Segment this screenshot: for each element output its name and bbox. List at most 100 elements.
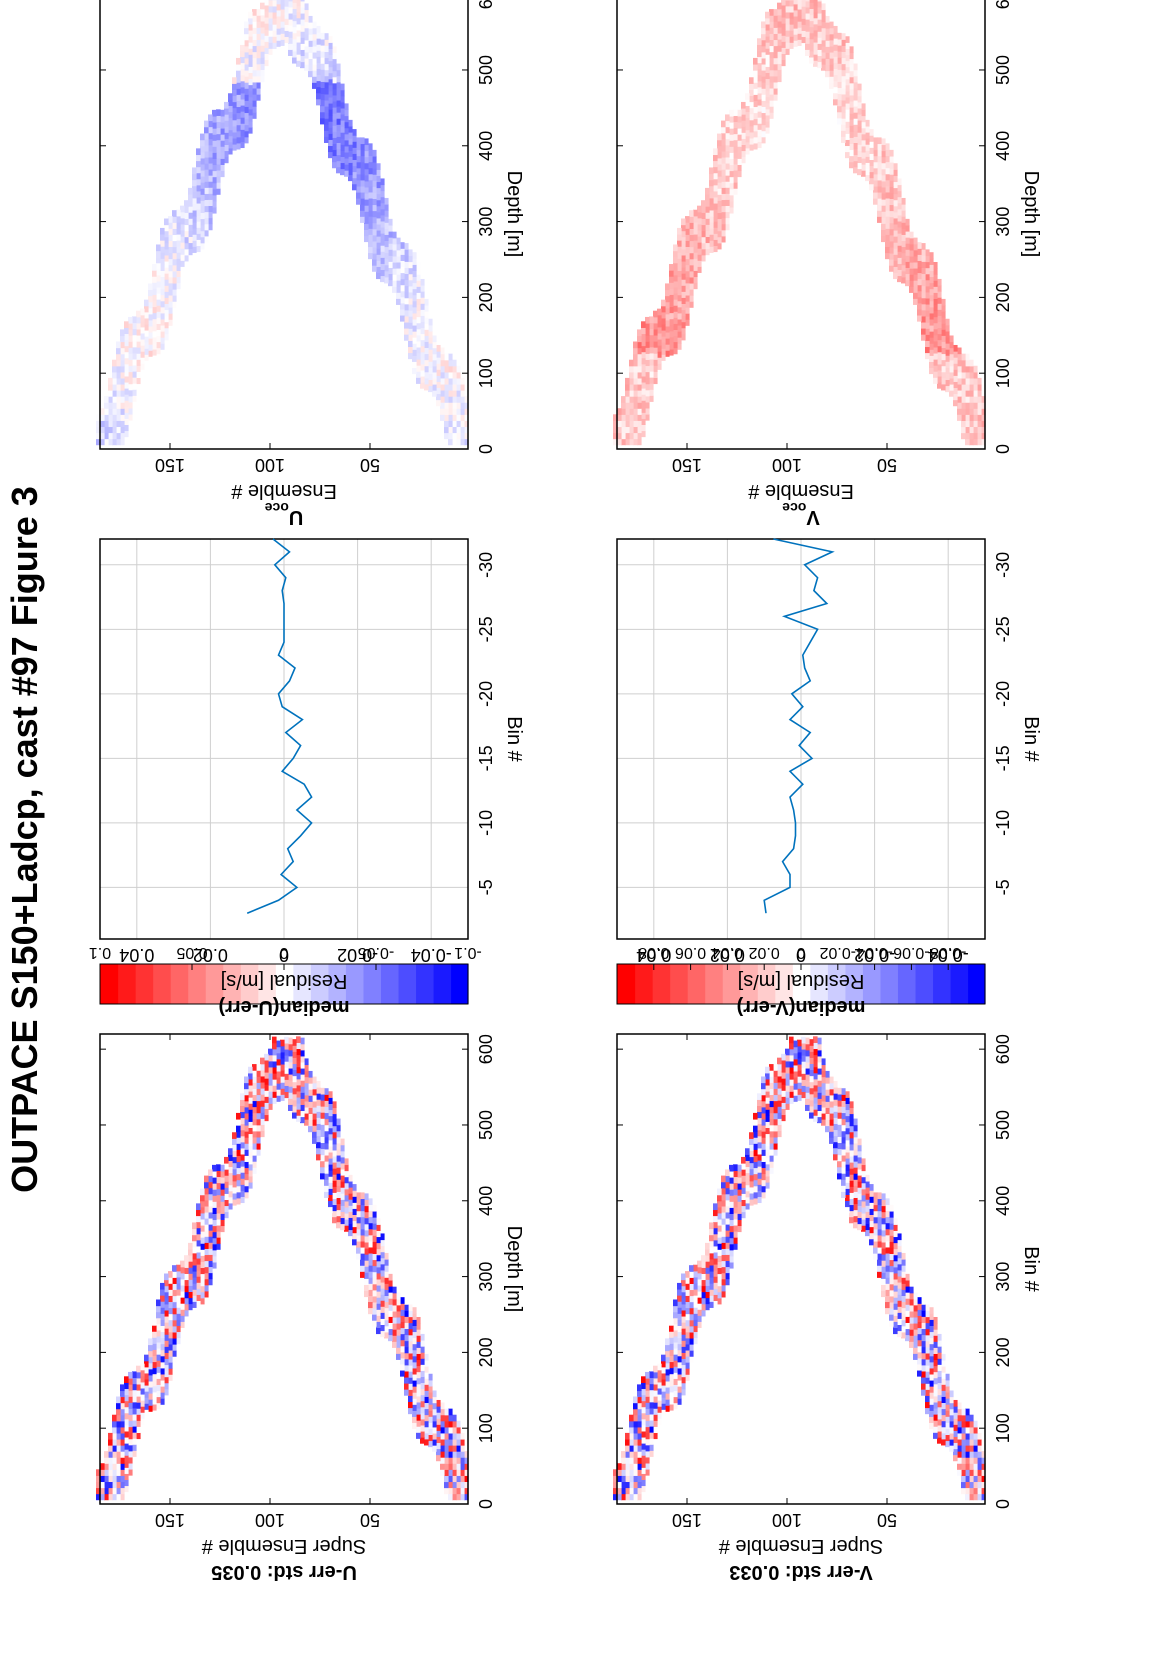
heat-cell bbox=[737, 1213, 742, 1220]
heat-cell bbox=[284, 1079, 289, 1086]
heat-cell bbox=[320, 44, 325, 52]
heat-cell bbox=[929, 1361, 934, 1369]
heat-cell bbox=[184, 236, 189, 244]
heat-cell bbox=[917, 1303, 922, 1310]
colorbar-tick-label: 0.04 bbox=[712, 944, 743, 961]
heat-cell bbox=[801, 1055, 806, 1062]
heat-cell bbox=[228, 141, 233, 149]
heat-cell bbox=[420, 1358, 425, 1365]
heat-cell bbox=[837, 111, 842, 119]
heat-cell bbox=[324, 81, 329, 89]
heat-cell bbox=[725, 1181, 730, 1189]
heat-cell bbox=[364, 211, 369, 218]
heat-cell bbox=[368, 1222, 373, 1230]
heat-cell bbox=[725, 1217, 730, 1225]
heat-cell bbox=[280, 1094, 285, 1101]
heat-cell bbox=[412, 1355, 417, 1363]
heat-cell bbox=[288, 49, 293, 56]
heat-cell bbox=[444, 432, 449, 440]
heat-cell bbox=[693, 1282, 698, 1290]
heat-cell bbox=[160, 264, 165, 271]
heat-cell bbox=[360, 155, 365, 163]
heat-cell bbox=[372, 216, 377, 224]
u-oce-frame bbox=[99, 0, 469, 450]
heat-cell bbox=[937, 339, 942, 347]
heat-cell bbox=[104, 402, 109, 409]
heat-cell bbox=[244, 124, 249, 132]
heat-cell bbox=[236, 1173, 241, 1181]
heat-cell bbox=[264, 1065, 269, 1073]
heat-cell bbox=[861, 1158, 866, 1166]
heat-cell bbox=[448, 359, 453, 367]
heat-cell bbox=[392, 249, 397, 257]
heat-cell bbox=[264, 53, 269, 61]
heat-cell bbox=[833, 1099, 838, 1106]
heat-cell bbox=[825, 1101, 830, 1108]
heat-cell bbox=[112, 371, 117, 379]
heat-cell bbox=[168, 264, 173, 272]
heat-cell bbox=[316, 1141, 321, 1149]
heat-cell bbox=[929, 1337, 934, 1345]
heat-cell bbox=[877, 1204, 882, 1212]
heat-cell bbox=[869, 153, 874, 160]
heat-cell bbox=[296, 35, 301, 43]
heat-cell bbox=[885, 1246, 890, 1254]
heat-cell bbox=[116, 1432, 121, 1440]
heat-cell bbox=[829, 1076, 834, 1084]
heat-cell bbox=[452, 1420, 457, 1428]
heat-cell bbox=[677, 1373, 682, 1381]
heat-cell bbox=[212, 134, 217, 141]
heat-cell bbox=[224, 1211, 229, 1219]
heat-cell bbox=[140, 1400, 145, 1407]
heat-cell bbox=[216, 1164, 221, 1171]
heat-cell bbox=[905, 273, 910, 281]
heat-cell bbox=[184, 248, 189, 256]
heat-cell bbox=[324, 1179, 329, 1186]
heat-cell bbox=[941, 1420, 946, 1428]
heat-cell bbox=[809, 1075, 814, 1083]
heat-cell bbox=[685, 1331, 690, 1339]
heat-cell bbox=[825, 1107, 830, 1114]
heat-cell bbox=[817, 1055, 822, 1063]
heat-cell bbox=[316, 50, 321, 57]
heat-cell bbox=[196, 160, 201, 168]
heat-cell bbox=[372, 1295, 377, 1303]
heat-cell bbox=[949, 371, 954, 379]
heat-cell bbox=[128, 1402, 133, 1409]
heat-cell bbox=[208, 1205, 213, 1213]
heat-cell bbox=[677, 1337, 682, 1345]
heat-cell bbox=[272, 42, 277, 49]
heat-cell bbox=[941, 311, 946, 318]
heat-cell bbox=[765, 1091, 770, 1098]
heat-cell bbox=[921, 1334, 926, 1342]
heat-cell bbox=[160, 337, 165, 344]
heat-cell bbox=[344, 1182, 349, 1190]
heat-cell bbox=[240, 1159, 245, 1167]
heat-cell bbox=[168, 300, 173, 308]
heat-cell bbox=[296, 41, 301, 49]
heat-cell bbox=[340, 150, 345, 157]
heat-cell bbox=[725, 1230, 730, 1237]
heat-cell bbox=[176, 1337, 181, 1345]
heat-cell bbox=[897, 1275, 902, 1283]
heat-cell bbox=[124, 1388, 129, 1396]
colorbar-step bbox=[757, 964, 776, 1004]
heat-cell bbox=[372, 1235, 377, 1242]
heat-cell bbox=[440, 1457, 445, 1464]
heat-cell bbox=[621, 1457, 626, 1464]
heat-cell bbox=[761, 63, 766, 71]
heat-cell bbox=[140, 1381, 145, 1389]
heat-cell bbox=[853, 166, 858, 174]
heat-cell bbox=[925, 346, 930, 354]
heat-cell bbox=[765, 29, 770, 37]
heat-cell bbox=[753, 1167, 758, 1175]
heat-cell bbox=[204, 1272, 209, 1280]
heat-cell bbox=[737, 1189, 742, 1196]
heat-cell bbox=[156, 1360, 161, 1367]
heat-cell bbox=[881, 235, 886, 243]
heat-cell bbox=[168, 313, 173, 320]
heat-cell bbox=[332, 149, 337, 157]
heat-cell bbox=[108, 426, 113, 434]
heat-cell bbox=[709, 1295, 714, 1302]
